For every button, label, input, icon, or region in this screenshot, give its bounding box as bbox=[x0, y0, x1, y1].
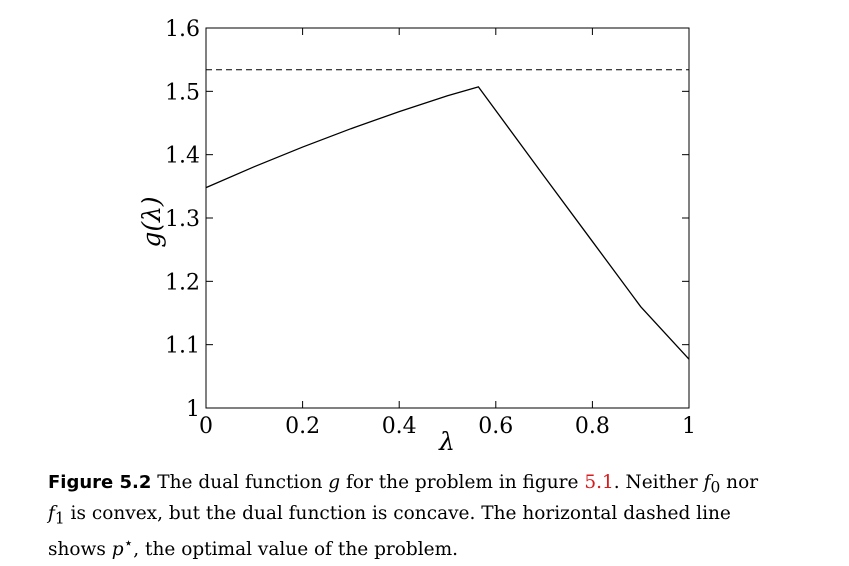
y-axis-label: g(λ) bbox=[137, 196, 166, 247]
caption-line-1: Figure 5.2 The dual function g for the p… bbox=[48, 470, 844, 501]
caption-math-f0: f bbox=[703, 472, 711, 493]
y-tick-label: 1.6 bbox=[165, 17, 200, 42]
y-tick-label: 1 bbox=[186, 397, 200, 422]
data-series bbox=[205, 86, 690, 360]
caption-text: The dual function bbox=[151, 472, 329, 493]
dual-function-line bbox=[205, 86, 690, 360]
caption-line-2: f1 is convex, but the dual function is c… bbox=[48, 501, 844, 532]
caption-text: , the optimal value of the problem. bbox=[133, 539, 459, 561]
x-tick-label: 0 bbox=[199, 414, 213, 439]
caption-math-subscript: 1 bbox=[54, 509, 65, 528]
tick-labels: 0 0.2 0.4 0.6 0.8 1 1 1.1 1.2 1.3 1.4 1.5 1.6 bbox=[165, 17, 696, 439]
dual-function-chart: 0 0.2 0.4 0.6 0.8 1 1 1.1 1.2 1.3 1.4 1.5 1.6 λ g(λ) bbox=[137, 17, 696, 456]
figure-caption: Figure 5.2 The dual function g for the p… bbox=[48, 470, 844, 563]
x-tick-label: 1 bbox=[682, 414, 696, 439]
x-tick-label: 0.8 bbox=[575, 414, 610, 439]
caption-math-subscript: 0 bbox=[710, 478, 721, 497]
y-tick-label: 1.5 bbox=[165, 80, 200, 105]
x-tick-label: 0.4 bbox=[382, 414, 417, 439]
caption-text: is convex, but the dual function is conc… bbox=[64, 502, 731, 524]
y-tick-label: 1.3 bbox=[165, 207, 200, 232]
figure-reference-link[interactable]: 5.1 bbox=[584, 472, 614, 493]
caption-text: shows bbox=[48, 539, 112, 561]
x-tick-label: 0.6 bbox=[478, 414, 513, 439]
y-tick-label: 1.2 bbox=[165, 270, 200, 295]
caption-math-superscript: ⋆ bbox=[123, 534, 134, 553]
caption-line-3: shows p⋆, the optimal value of the probl… bbox=[48, 531, 844, 562]
y-tick-label: 1.1 bbox=[165, 334, 200, 359]
caption-text: nor bbox=[720, 472, 759, 493]
caption-text: . Neither bbox=[613, 472, 704, 493]
y-tick-label: 1.4 bbox=[165, 144, 200, 169]
plot-frame bbox=[205, 27, 690, 409]
x-axis-label: λ bbox=[438, 427, 455, 456]
x-tick-label: 0.2 bbox=[285, 414, 320, 439]
caption-math-f1: f bbox=[48, 502, 55, 524]
caption-text: for the problem in figure bbox=[340, 472, 585, 493]
axis-ticks bbox=[205, 27, 690, 409]
caption-math-p: p bbox=[111, 539, 124, 561]
caption-math-g: g bbox=[328, 472, 341, 493]
caption-label: Figure 5.2 bbox=[48, 472, 152, 493]
